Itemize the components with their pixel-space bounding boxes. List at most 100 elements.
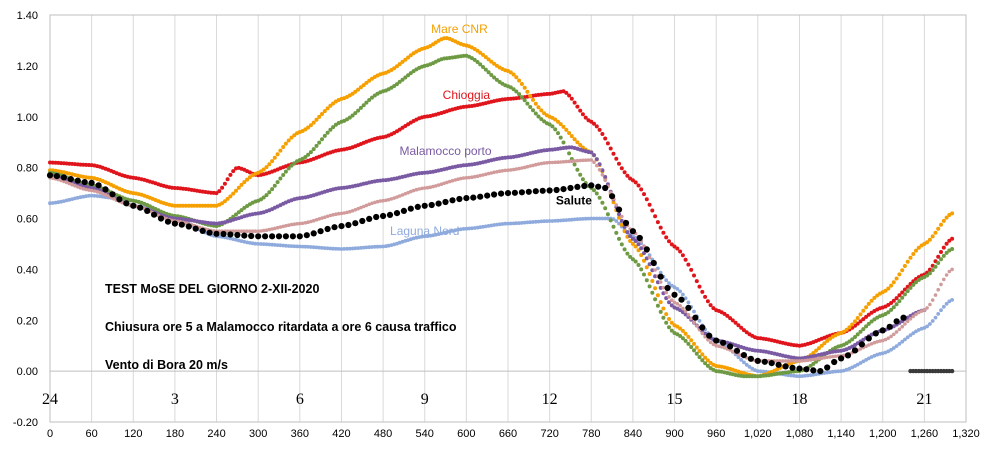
data-point	[858, 341, 866, 348]
data-point	[908, 333, 913, 337]
data-point	[95, 182, 102, 189]
annotation-text: Vento di Bora 20 m/s	[105, 358, 228, 372]
hour-label: 12	[542, 391, 558, 408]
data-point	[692, 314, 699, 321]
data-point	[941, 304, 946, 309]
data-point	[925, 306, 929, 310]
data-point	[322, 246, 327, 251]
data-point	[350, 209, 355, 213]
data-point	[428, 233, 433, 238]
data-point	[157, 215, 165, 222]
data-point	[875, 293, 880, 298]
data-point	[310, 230, 317, 237]
data-point	[222, 199, 227, 204]
data-point	[850, 365, 855, 370]
data-point	[289, 222, 294, 227]
data-point	[539, 219, 544, 224]
data-point	[178, 221, 185, 228]
annotation-text: Chiusura ore 5 a Malamocco ritardata a o…	[105, 320, 457, 334]
data-point	[728, 316, 733, 321]
data-point	[897, 342, 902, 346]
x-tick-label: 960	[707, 428, 725, 440]
data-point	[336, 247, 341, 251]
data-point	[633, 244, 638, 249]
data-point	[670, 298, 674, 303]
data-point	[861, 327, 866, 332]
data-point	[492, 223, 496, 227]
data-point	[528, 164, 532, 168]
data-point	[678, 289, 682, 294]
data-point	[172, 186, 177, 190]
data-point	[592, 153, 596, 158]
data-point	[939, 282, 943, 287]
data-point	[916, 245, 921, 250]
data-point	[628, 234, 633, 239]
data-point	[739, 358, 744, 362]
data-point	[558, 122, 563, 127]
data-point	[694, 345, 699, 350]
data-point	[234, 231, 241, 239]
data-point	[227, 231, 234, 238]
data-point	[917, 310, 921, 315]
data-point	[199, 227, 206, 234]
x-tick-label: 1,080	[786, 428, 814, 440]
data-point	[580, 145, 585, 150]
data-point	[903, 337, 907, 342]
data-point	[253, 229, 258, 233]
data-point	[941, 245, 946, 250]
data-point	[236, 210, 241, 215]
data-point	[95, 194, 100, 198]
data-point	[817, 356, 821, 361]
data-point	[533, 111, 538, 116]
annotations: TEST MoSE DEL GIORNO 2-XII-2020 Chiusura …	[105, 282, 457, 372]
data-point	[564, 218, 569, 223]
x-tick-label: 720	[540, 428, 558, 440]
data-point	[478, 225, 483, 230]
data-point	[367, 98, 372, 102]
data-point	[484, 172, 488, 177]
x-tick-label: 240	[207, 428, 225, 440]
data-point	[644, 197, 649, 202]
data-point	[689, 338, 694, 343]
data-point	[393, 210, 401, 217]
data-point	[583, 158, 588, 162]
data-point	[403, 57, 408, 62]
data-point	[92, 189, 97, 193]
data-point	[384, 198, 388, 203]
data-point	[76, 185, 80, 189]
data-point	[517, 92, 522, 97]
series-label: Mare CNR	[431, 22, 488, 36]
data-point	[647, 202, 652, 207]
data-point	[936, 226, 941, 231]
data-point	[933, 230, 938, 235]
data-point	[925, 240, 930, 245]
data-point	[56, 200, 61, 205]
data-point	[736, 355, 741, 360]
data-point	[744, 362, 749, 367]
series-6	[46, 172, 907, 375]
data-point	[614, 219, 619, 223]
data-point	[880, 338, 885, 343]
data-point	[400, 77, 405, 82]
data-point	[914, 329, 918, 334]
data-point	[581, 217, 585, 221]
data-point	[658, 285, 663, 290]
data-point	[644, 265, 649, 270]
data-point	[531, 220, 535, 224]
data-point	[209, 203, 213, 208]
data-point	[248, 229, 252, 233]
data-point	[611, 224, 616, 229]
data-point	[814, 348, 819, 353]
data-point	[905, 319, 910, 324]
data-point	[667, 295, 671, 299]
data-point	[356, 246, 360, 251]
data-point	[800, 374, 805, 378]
data-point	[572, 137, 577, 142]
data-point	[900, 295, 905, 300]
data-point	[486, 70, 491, 75]
chart-axes: -0.20 0.00 0.20 0.40 0.60 0.80 1.00 1.20 1.40 0 60…	[13, 10, 980, 440]
data-point	[754, 357, 761, 364]
data-point	[553, 186, 560, 194]
data-point	[866, 356, 871, 361]
data-point	[556, 131, 560, 136]
